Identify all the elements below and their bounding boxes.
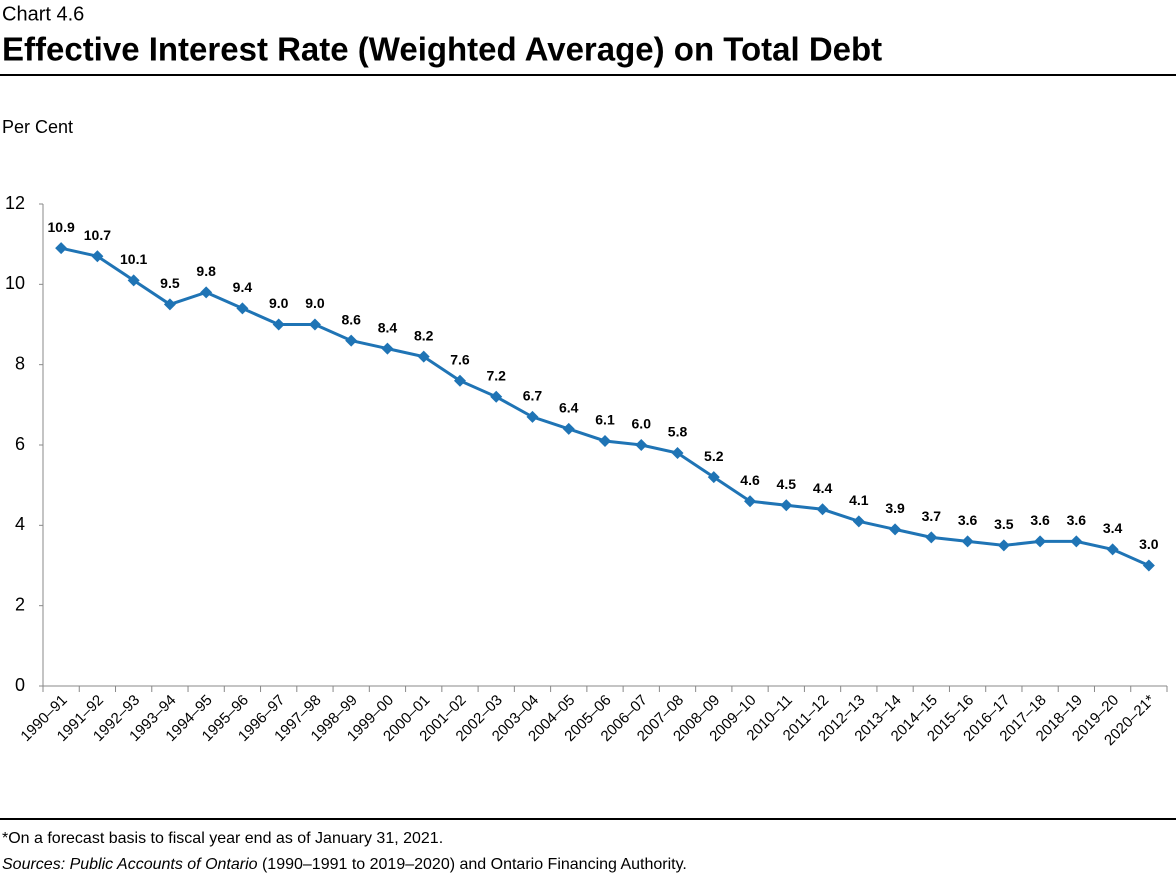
data-point [127,274,140,287]
data-label: 7.6 [450,351,470,367]
data-point [1142,559,1155,572]
y-tick-label: 0 [15,675,25,695]
data-point [852,515,865,528]
data-label: 4.6 [740,472,760,488]
data-point [635,439,648,451]
data-point [526,410,539,423]
data-label: 10.1 [120,251,147,267]
data-label: 9.0 [269,295,289,311]
data-label: 9.0 [305,295,325,311]
data-label: 5.2 [704,448,724,464]
data-point [889,523,902,536]
data-label: 3.5 [994,516,1014,532]
data-point [671,447,684,460]
data-label: 3.6 [1030,512,1050,528]
data-point [780,499,793,512]
data-label: 8.2 [414,327,434,343]
data-point [200,286,213,299]
sources: Sources: Public Accounts of Ontario (199… [2,856,687,873]
data-point [453,374,466,387]
data-label: 3.4 [1103,520,1123,536]
data-point [562,422,575,435]
data-line [60,246,1150,567]
data-label: 6.1 [595,412,615,428]
data-point [925,531,938,544]
sources-italic: Sources: Public Accounts of Ontario [2,856,258,873]
y-axis-label: Per Cent [2,117,73,137]
data-point [707,471,720,484]
data-point [490,390,503,403]
data-point [599,434,611,447]
data-point [744,495,757,508]
data-label: 7.2 [486,368,506,384]
data-label: 3.6 [1067,512,1087,528]
y-tick-label: 4 [15,514,25,534]
data-point [1106,543,1119,556]
data-label: 4.1 [849,492,869,508]
data-label: 5.8 [668,424,688,440]
data-label: 3.6 [958,512,978,528]
data-label: 6.7 [523,388,543,404]
data-point [417,350,430,363]
data-point [997,539,1010,552]
data-point [272,318,285,331]
y-tick-label: 12 [5,193,25,213]
data-point [1034,535,1047,548]
data-point [163,298,176,311]
data-label: 3.9 [885,500,905,516]
y-tick-label: 8 [15,353,25,373]
data-point [55,242,68,255]
data-label: 6.4 [559,400,579,416]
data-point [961,535,974,548]
data-label: 10.7 [84,227,111,243]
data-label: 3.7 [922,508,942,524]
sources-text: (1990–1991 to 2019–2020) and Ontario Fin… [258,856,687,873]
data-point [345,334,358,347]
y-tick-label: 6 [15,434,25,454]
y-tick-label: 10 [5,273,25,293]
data-label: 4.4 [813,480,833,496]
data-label: 9.8 [196,263,216,279]
data-point [816,503,829,516]
data-point [308,318,321,331]
data-label: 4.5 [777,476,797,492]
data-point [1070,535,1083,548]
y-tick-label: 2 [15,594,25,614]
data-label: 3.0 [1139,536,1159,552]
data-label: 6.0 [632,416,652,432]
data-label: 9.5 [160,275,180,291]
data-label: 10.9 [48,219,75,235]
chart-kicker: Chart 4.6 [2,3,84,25]
data-point [236,302,249,315]
footnote: *On a forecast basis to fiscal year end … [2,830,443,847]
chart-title: Effective Interest Rate (Weighted Averag… [2,31,882,68]
data-label: 8.4 [378,319,398,335]
data-point [381,342,394,355]
data-label: 9.4 [233,279,253,295]
data-point [91,250,104,263]
data-label: 8.6 [341,311,361,327]
